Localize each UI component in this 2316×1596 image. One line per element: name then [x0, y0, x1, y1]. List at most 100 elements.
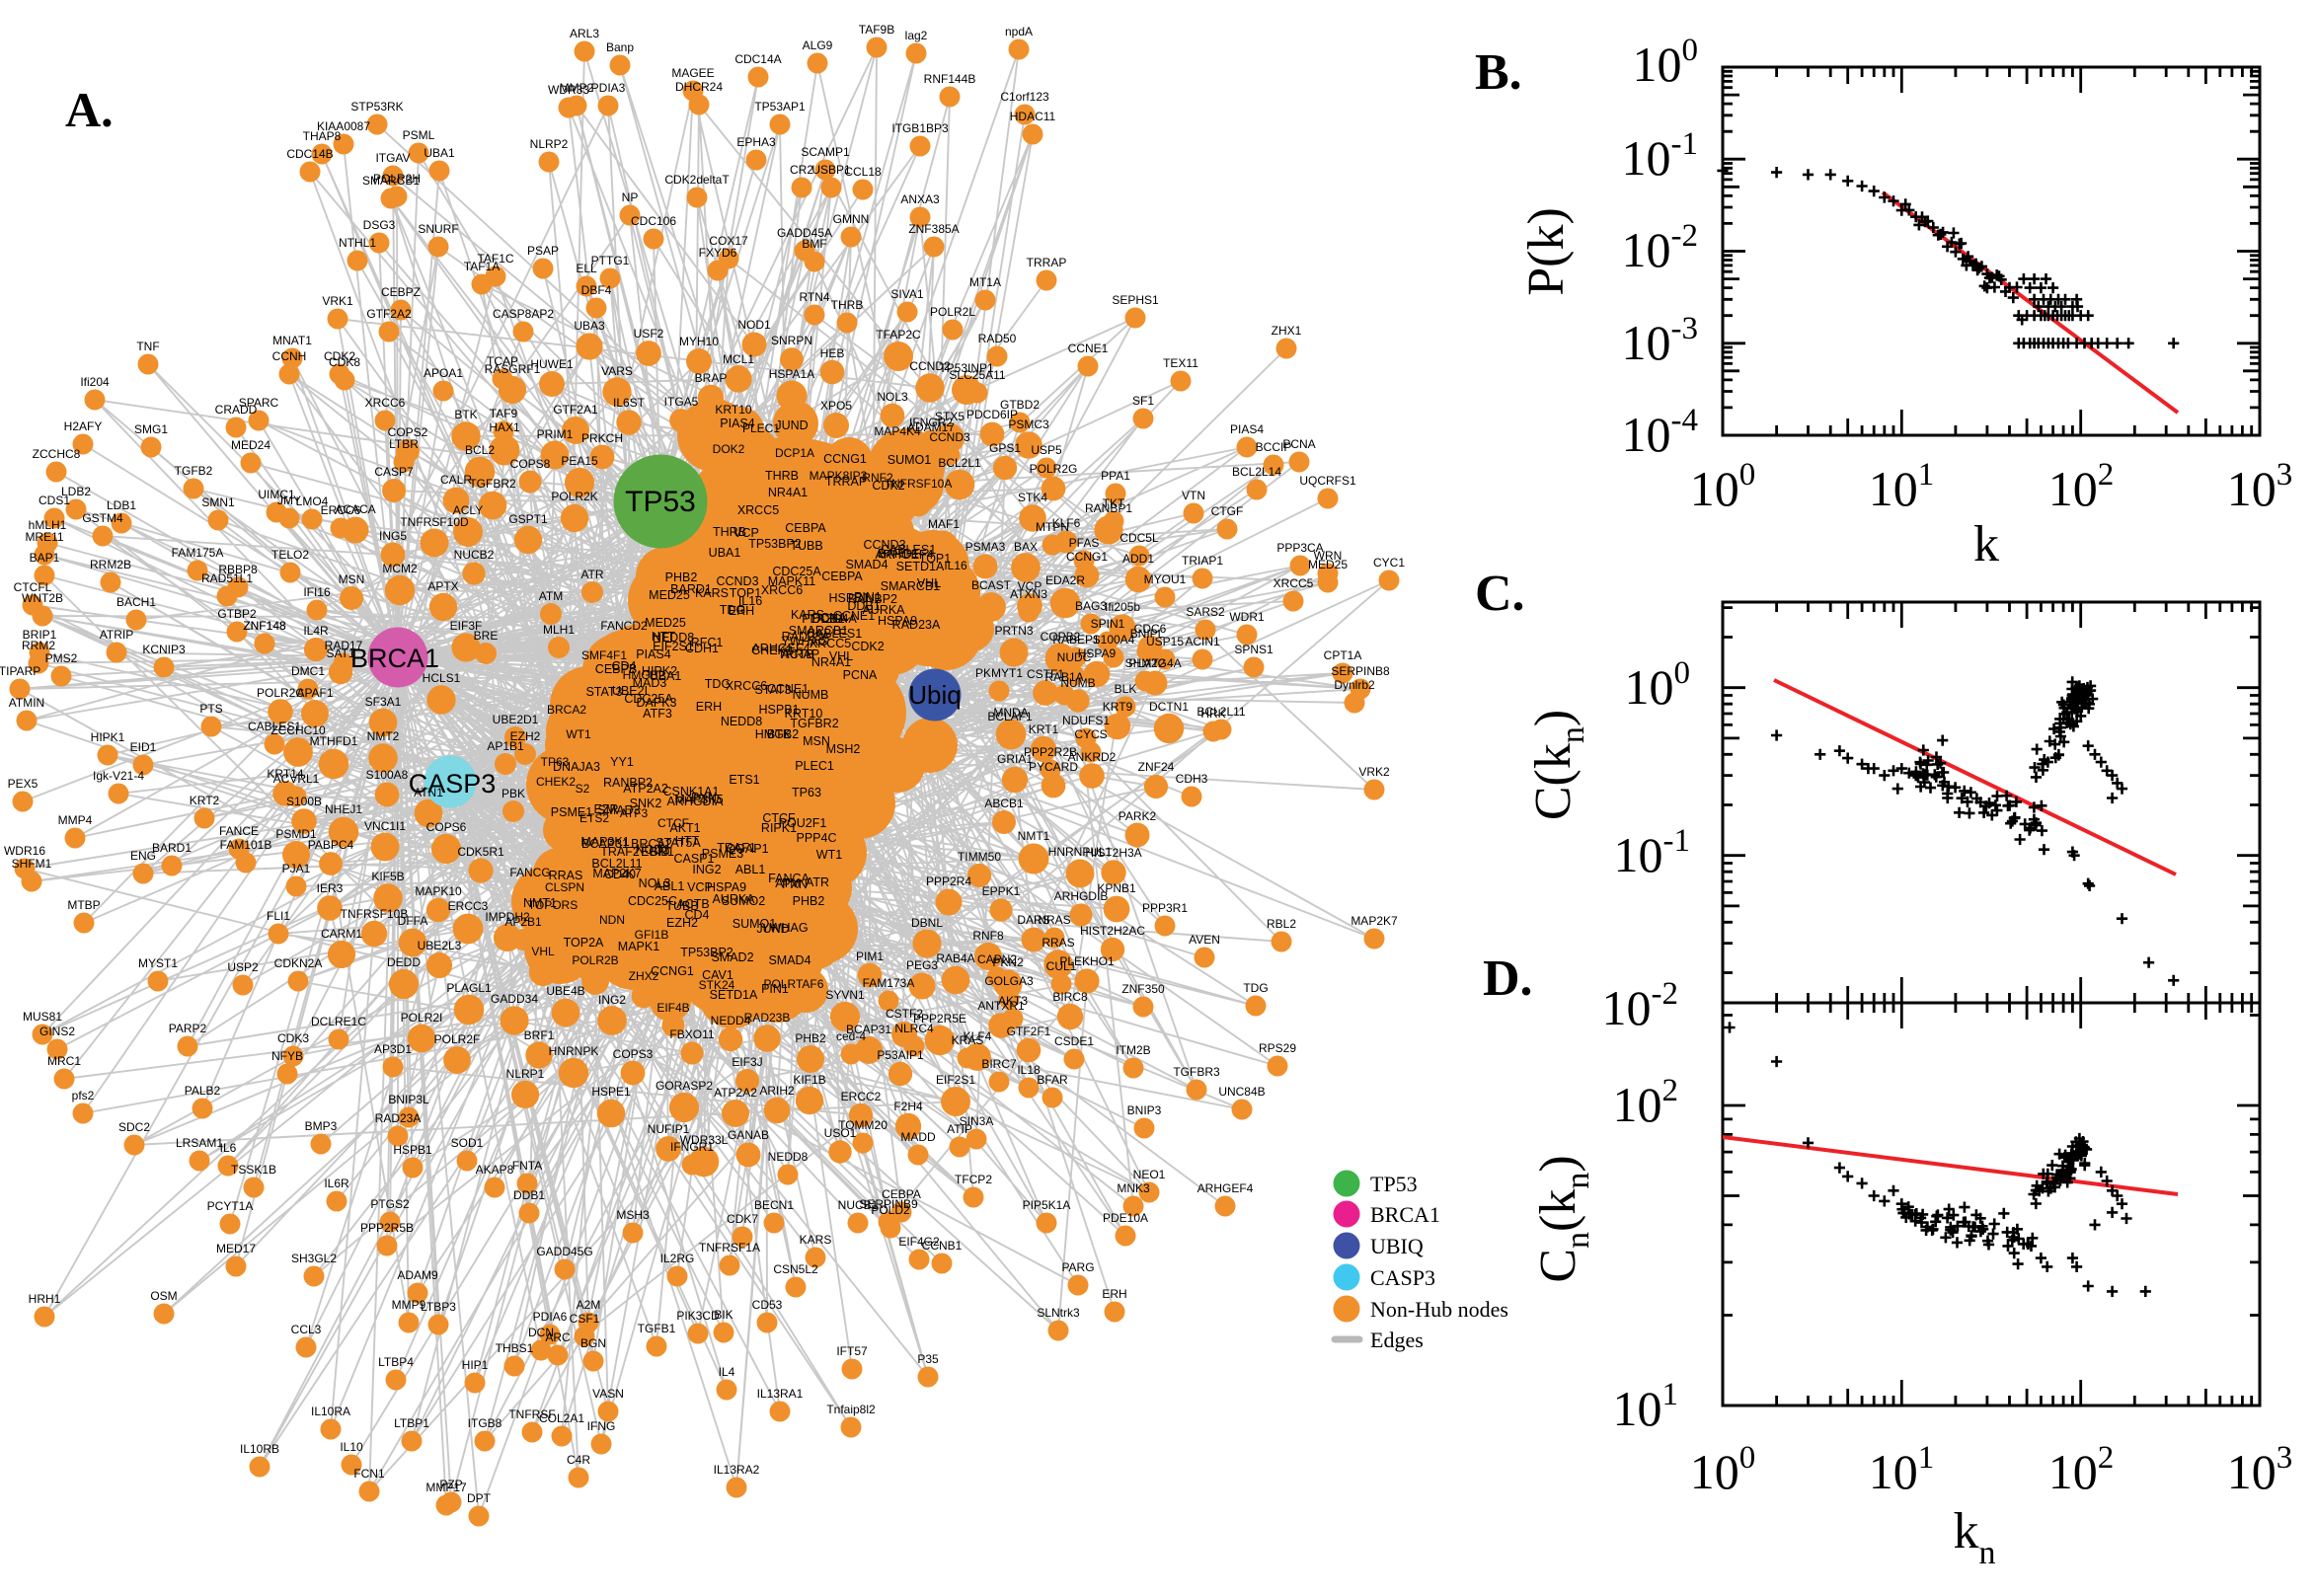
svg-text:HSPB1: HSPB1	[829, 591, 870, 605]
svg-text:SMAD3: SMAD3	[597, 803, 640, 817]
svg-text:MRC1: MRC1	[47, 1054, 81, 1068]
svg-text:RANBP2: RANBP2	[848, 592, 897, 606]
svg-text:MAP3K5: MAP3K5	[674, 793, 723, 806]
svg-text:VCP: VCP	[687, 880, 713, 894]
svg-text:PIK3CD: PIK3CD	[676, 1309, 720, 1323]
svg-text:CDK2: CDK2	[851, 640, 884, 653]
svg-text:KRAS: KRAS	[952, 1033, 984, 1047]
svg-text:SH3GL2: SH3GL2	[291, 1252, 337, 1265]
svg-text:SHFM1: SHFM1	[12, 857, 52, 871]
svg-text:pfs2: pfs2	[72, 1089, 95, 1102]
svg-text:ADAM17: ADAM17	[907, 420, 955, 434]
svg-text:KRT2: KRT2	[190, 794, 220, 807]
svg-text:MED24: MED24	[231, 438, 270, 452]
svg-text:ATRIP: ATRIP	[100, 628, 133, 642]
svg-text:KIF5B: KIF5B	[371, 870, 404, 883]
svg-text:SEPHS1: SEPHS1	[1112, 293, 1159, 307]
svg-text:PXN: PXN	[691, 791, 717, 804]
svg-text:APAF1: APAF1	[296, 686, 333, 700]
svg-text:PSME3: PSME3	[702, 847, 743, 861]
svg-text:POLR2I: POLR2I	[401, 1011, 443, 1025]
svg-text:F2H4: F2H4	[893, 1100, 923, 1113]
svg-text:CAV1: CAV1	[702, 968, 733, 982]
svg-text:XRCC6: XRCC6	[761, 583, 803, 597]
svg-text:MMP4: MMP4	[58, 813, 93, 827]
svg-text:IL13RA2: IL13RA2	[714, 1463, 760, 1477]
svg-text:PLA2G4A: PLA2G4A	[1128, 656, 1181, 670]
svg-text:FANCA: FANCA	[768, 872, 810, 885]
svg-text:BTK: BTK	[454, 408, 477, 421]
svg-text:SCAMP1: SCAMP1	[801, 145, 850, 159]
svg-text:NLRP2: NLRP2	[530, 137, 569, 151]
svg-text:USO1: USO1	[824, 1126, 857, 1140]
svg-text:HTT: HTT	[652, 630, 676, 644]
svg-text:MAF1: MAF1	[928, 517, 960, 531]
svg-text:RNF2: RNF2	[862, 471, 893, 485]
svg-text:CDK8: CDK8	[329, 355, 360, 369]
svg-text:NEO1: NEO1	[1133, 1168, 1166, 1181]
svg-text:XRCC5: XRCC5	[810, 637, 851, 650]
svg-text:MAD3: MAD3	[633, 676, 667, 690]
svg-text:JUND: JUND	[775, 418, 808, 432]
svg-text:HSPB1: HSPB1	[393, 1143, 432, 1157]
svg-text:THRB: THRB	[713, 525, 746, 539]
svg-text:MTPN: MTPN	[1036, 520, 1069, 534]
svg-text:COPS6: COPS6	[426, 820, 467, 834]
svg-text:BID: BID	[650, 845, 670, 859]
svg-text:BACH1: BACH1	[116, 595, 156, 609]
svg-text:PEG3: PEG3	[906, 958, 938, 972]
svg-text:MYST1: MYST1	[138, 956, 178, 970]
svg-text:SERPINB9: SERPINB9	[859, 1197, 918, 1211]
svg-text:USP2: USP2	[227, 960, 259, 974]
svg-text:TEX11: TEX11	[1163, 356, 1198, 370]
svg-text:CDC25C: CDC25C	[628, 894, 677, 908]
svg-text:CDH3: CDH3	[1176, 772, 1208, 786]
svg-text:CEBPZ: CEBPZ	[381, 285, 421, 299]
svg-text:RAD23A: RAD23A	[892, 618, 941, 632]
svg-text:BLK: BLK	[1115, 682, 1137, 696]
svg-text:ERCC3: ERCC3	[448, 899, 489, 913]
svg-text:MAPK10: MAPK10	[415, 884, 462, 898]
svg-text:YY1: YY1	[610, 755, 634, 769]
svg-text:PABPC4: PABPC4	[308, 838, 354, 852]
svg-text:CCNH: CCNH	[272, 349, 307, 363]
svg-text:ANKRD2: ANKRD2	[1068, 750, 1117, 764]
svg-text:VHL: VHL	[829, 649, 853, 663]
svg-text:MUS81: MUS81	[23, 1010, 62, 1024]
svg-text:GTF2F1: GTF2F1	[1007, 1025, 1051, 1038]
svg-text:OSM: OSM	[150, 1289, 177, 1303]
svg-text:XRCC5: XRCC5	[737, 503, 779, 517]
svg-text:PPA1: PPA1	[1101, 469, 1130, 483]
svg-text:CABLES1: CABLES1	[881, 543, 936, 557]
svg-text:ZHX2: ZHX2	[629, 969, 659, 983]
svg-text:CHEK2: CHEK2	[751, 644, 793, 657]
svg-text:CASP7: CASP7	[374, 465, 414, 479]
svg-text:NDN: NDN	[599, 913, 625, 927]
svg-text:VTN: VTN	[1182, 489, 1205, 502]
svg-text:FNTA: FNTA	[512, 1159, 542, 1173]
svg-text:Dynlrb2: Dynlrb2	[1334, 678, 1375, 692]
svg-text:10-2: 10-2	[1622, 218, 1699, 277]
svg-text:PLAGL1: PLAGL1	[446, 981, 492, 995]
svg-text:TGFBR2: TGFBR2	[469, 477, 516, 491]
svg-text:RANBP2: RANBP2	[603, 776, 653, 790]
svg-text:102: 102	[2048, 457, 2115, 516]
svg-text:PRKCH: PRKCH	[581, 431, 623, 445]
svg-text:UIMC1: UIMC1	[258, 488, 295, 501]
svg-text:CDK2: CDK2	[872, 479, 904, 493]
svg-text:ARHGDIB: ARHGDIB	[1054, 889, 1109, 903]
svg-text:KARS: KARS	[791, 608, 824, 622]
svg-text:DEDD: DEDD	[387, 955, 421, 969]
svg-text:MYH10: MYH10	[679, 335, 719, 348]
svg-text:ZCCHC10: ZCCHC10	[270, 723, 326, 737]
svg-text:EZR: EZR	[594, 802, 619, 816]
svg-text:STP53RK: STP53RK	[350, 100, 403, 114]
svg-text:MAP2K7: MAP2K7	[592, 867, 641, 880]
svg-text:NEDD4: NEDD4	[711, 1014, 751, 1027]
svg-text:PSAP: PSAP	[527, 244, 559, 258]
svg-text:C.: C.	[1475, 566, 1525, 622]
svg-text:RNF8: RNF8	[972, 929, 1004, 943]
svg-text:CDK5R1: CDK5R1	[457, 845, 504, 859]
svg-text:GMNN: GMNN	[833, 212, 870, 226]
svg-text:NTHL1: NTHL1	[339, 236, 376, 250]
